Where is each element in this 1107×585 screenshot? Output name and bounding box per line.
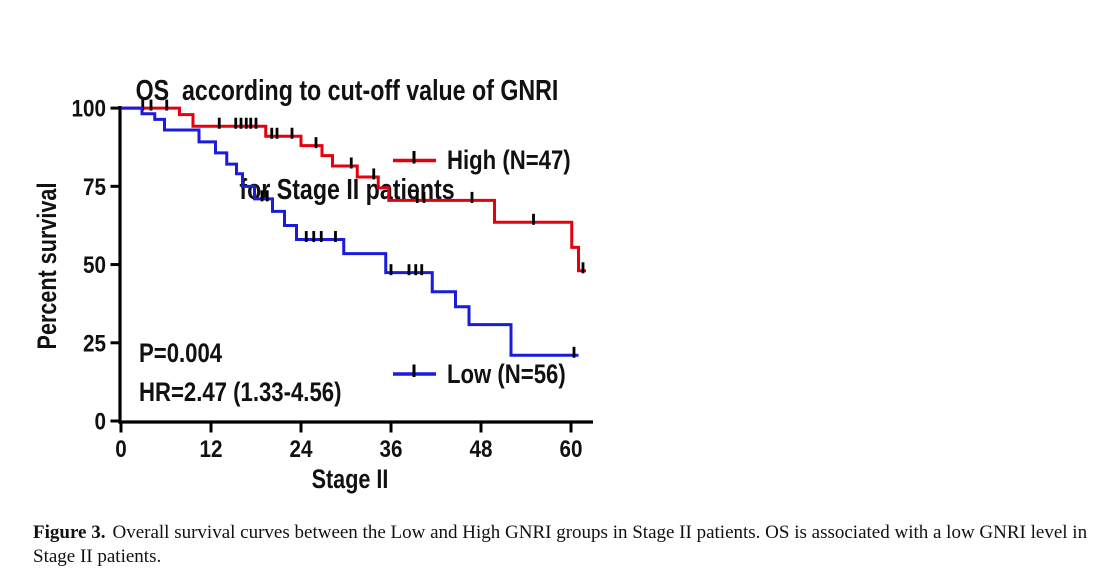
x-tick-label: 36 — [380, 436, 403, 463]
y-tick-label: 100 — [72, 96, 107, 123]
y-tick-label: 0 — [95, 409, 107, 436]
x-tick-label: 12 — [200, 436, 223, 463]
y-tick-label: 75 — [83, 174, 106, 201]
y-axis-label: Percent survival — [32, 182, 62, 350]
x-axis-label: Stage II — [311, 464, 389, 494]
x-tick-label: 48 — [470, 436, 493, 463]
caption-text: Overall survival curves between the Low … — [33, 522, 1088, 567]
km-survival-plot: 0 25 50 75 100 0 12 24 36 48 60 — [72, 96, 593, 463]
legend-label-high: High (N=47) — [447, 145, 571, 175]
chart-title-line-1: OS according to cut-off value of GNRI — [135, 75, 559, 107]
p-value-annotation: P=0.004 — [139, 338, 223, 368]
hazard-ratio-annotation: HR=2.47 (1.33-4.56) — [139, 377, 342, 407]
survival-curve-high — [121, 106, 586, 273]
survival-curve-low — [121, 106, 579, 357]
y-tick-label: 25 — [83, 330, 106, 357]
caption-figure-number: Figure 3. — [33, 522, 106, 543]
x-tick-label: 60 — [560, 436, 583, 463]
figure-caption: Figure 3. Overall survival curves between… — [33, 521, 1091, 568]
y-tick-label: 50 — [83, 252, 106, 279]
x-tick-label: 24 — [290, 436, 314, 463]
x-tick-label: 0 — [115, 436, 127, 463]
legend-label-low: Low (N=56) — [447, 359, 566, 389]
